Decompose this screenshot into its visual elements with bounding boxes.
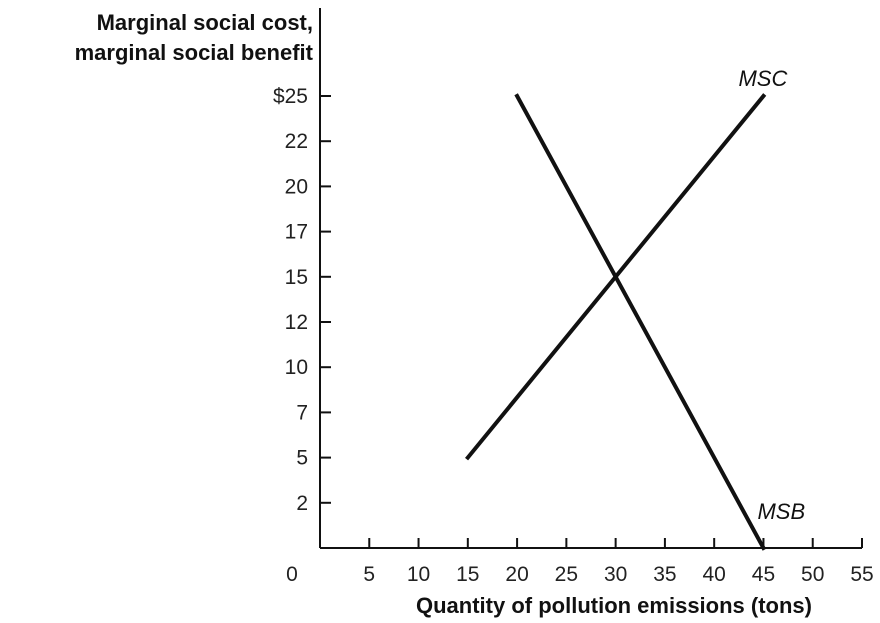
y-axis-tick-label-7: 7 — [296, 401, 308, 424]
x-axis-origin-label: 0 — [286, 563, 298, 586]
y-axis-tick-label-2: 2 — [296, 492, 308, 515]
series-layer: MSC MSB — [465, 66, 805, 551]
x-axis-tick-label-40: 40 — [703, 563, 726, 586]
x-axis-tick-label-15: 15 — [456, 563, 479, 586]
x-axis-tick-label-55: 55 — [850, 563, 873, 586]
x-axis-tick-label-20: 20 — [505, 563, 528, 586]
y-axis-title: Marginal social cost, marginal social be… — [8, 8, 313, 68]
y-axis-tick-label-22: 22 — [285, 130, 308, 153]
msb-series-line — [514, 93, 767, 551]
x-axis-tick-label-10: 10 — [407, 563, 430, 586]
x-axis-tick-label-25: 25 — [555, 563, 578, 586]
y-axis-title-line-2: marginal social benefit — [74, 40, 313, 65]
y-axis-tick-label-5: 5 — [296, 447, 308, 470]
msb-series-label: MSB — [757, 499, 805, 524]
y-axis-tick-label-20: 20 — [285, 175, 308, 198]
msc-series-label: MSC — [738, 66, 787, 91]
x-axis-tick-label-5: 5 — [363, 563, 375, 586]
x-axis-tick-label-30: 30 — [604, 563, 627, 586]
y-axis-tick-label-17: 17 — [285, 221, 308, 244]
y-axis-title-line-1: Marginal social cost, — [96, 10, 313, 35]
y-axis-tick-label-15: 15 — [285, 266, 308, 289]
x-axis-tick-label-45: 45 — [752, 563, 775, 586]
y-axis-tick-label-dollar-25: $25 — [273, 85, 308, 108]
y-axis-tick-label-10: 10 — [285, 356, 308, 379]
x-axis-title: Quantity of pollution emissions (tons) — [416, 593, 812, 618]
y-axis-tick-label-12: 12 — [285, 311, 308, 334]
x-axis-tick-label-50: 50 — [801, 563, 824, 586]
x-axis-tick-label-35: 35 — [653, 563, 676, 586]
